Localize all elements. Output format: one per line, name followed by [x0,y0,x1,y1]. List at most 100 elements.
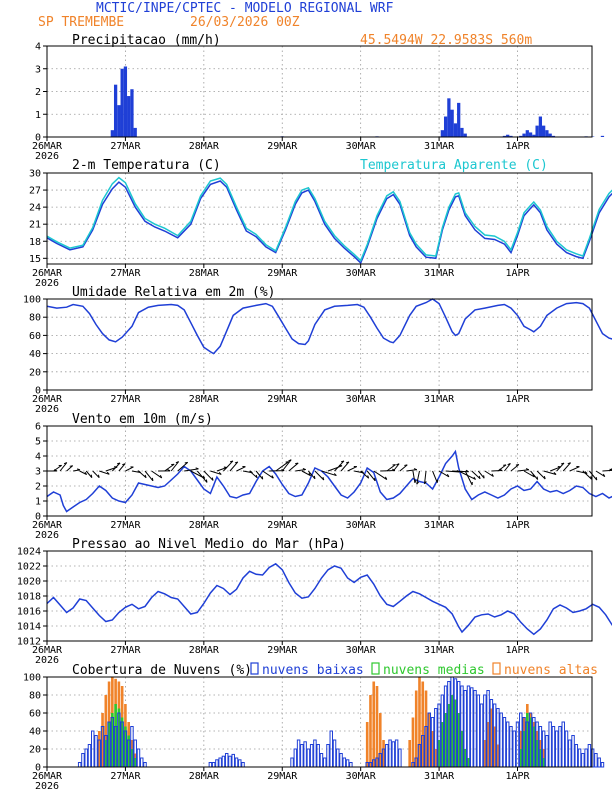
wind-arrow [327,465,343,472]
wind-arrow [308,470,316,480]
wind-arrow [491,469,503,472]
wind-arrow-head [333,473,337,476]
cloud-bar-high [378,713,382,767]
temp-ytick-label: 30 [29,169,41,180]
precip-bar [117,105,121,137]
wind-arrow [151,470,163,479]
cloud-bar-mid [104,740,108,767]
precip-xtick-label: 26MAR [32,141,63,152]
wind-arrow-head [525,468,530,471]
wind-arrow [504,463,511,472]
wind-ytick-label: 6 [35,422,41,433]
wind-arrow [510,464,520,472]
mslp-xtick-label: 26MAR [32,645,63,656]
precip-ytick-label: 2 [35,87,41,98]
wind-arrow-head [63,462,68,465]
wind-arrow-head [536,476,539,480]
wind-arrow [595,470,606,478]
precip-bar [535,125,539,137]
wind-arrow-head [84,471,88,475]
wind-arrow [288,462,299,472]
cloud-bar-mid [114,704,117,767]
cloud-bar-mid [463,749,467,767]
precip-ytick-label: 4 [35,42,41,53]
clouds-title: Cobertura de Nuvens (%) [72,663,252,678]
wind-arrow [138,470,147,479]
cloud-bar-low [597,757,601,768]
clouds-ytick-label: 100 [23,673,41,684]
precip-xtick-label: 31MAR [424,141,455,152]
mslp-ytick-label: 1014 [17,622,41,633]
mslp-xtick-label: 30MAR [346,645,377,656]
wind-arrow-head [515,464,519,466]
cloud-bar-low [590,748,595,768]
precip-bar [548,133,552,137]
wind-arrow-head [229,460,234,463]
wind-arrow-head [151,477,154,481]
wind-arrow [392,463,400,472]
wind-arrow [281,459,292,472]
rh-xtick-year: 2026 [35,404,59,415]
precip-xtick-label: 28MAR [189,141,220,152]
precip-xtick-label: 27MAR [110,141,141,152]
wind-arrow-head [424,481,427,485]
legend-high-label: nuvens altas [504,663,598,678]
cloud-bar-mid [133,758,137,767]
cloud-bar-mid [535,740,539,767]
wind-arrow [484,470,494,477]
rh-xtick-label: 30MAR [346,394,377,405]
cloud-bar-high [434,749,438,767]
temp-ytick-label: 27 [29,186,41,197]
wind-arrow [144,470,154,482]
temp-xtick-label: 27MAR [110,268,141,279]
wind-arrow-head [584,471,588,474]
rh-ytick-label: 20 [29,367,41,378]
cloud-bar-low [594,753,598,768]
wind-xtick-label: 29MAR [267,520,298,531]
legend-low-swatch [250,662,259,675]
mslp-xtick-label: 28MAR [189,645,220,656]
wind-arrow-head [340,460,345,463]
precip-bar [506,134,510,137]
rh-title: Umidade Relativa em 2m (%) [72,285,276,300]
wind-arrow [170,461,180,472]
cloud-bar-mid [460,731,464,767]
temp-xtick-label: 31MAR [424,268,455,279]
wind-ytick-label: 1 [35,497,41,508]
wind-arrow-head [491,473,494,477]
cloud-bar-mid [450,695,454,767]
wind-arrow-head [567,462,571,465]
clouds-ytick-label: 60 [29,709,41,720]
cloud-bar-high [496,744,500,767]
wind-arrow-head [313,475,316,479]
wind-arrow-head [302,468,306,471]
wind-ytick-label: 5 [35,437,41,448]
cloud-bar-high [418,677,421,767]
precip-bar [542,125,546,137]
wind-xtick-label: 30MAR [346,520,377,531]
cloud-bar-mid [454,699,457,767]
rh-xtick-label: 27MAR [110,394,141,405]
precip-bar [443,116,448,137]
wind-arrow-head [255,474,258,478]
temp-ytick-label: 21 [29,220,41,231]
cloud-bar-mid [539,749,542,767]
wind-arrow-head [159,475,163,479]
wind-arrow-head [553,472,557,475]
wind-arrow-head [218,471,222,475]
clouds-xtick-label: 27MAR [110,771,141,782]
rh-frame [46,298,593,391]
temp-xtick-label: 30MAR [346,268,377,279]
wind-arrow [582,470,592,480]
cloud-bar-high [486,722,490,767]
wind-ytick-label: 4 [35,452,41,463]
wind-arrow [216,467,227,472]
precip-bar [450,109,454,137]
wind-arrow [445,470,460,473]
temp-ytick-label: 15 [29,254,41,265]
precip-bar [440,130,444,137]
precip-bar [551,135,556,137]
wind-arrow-head [202,475,206,479]
precip-xtick-label: 30MAR [346,141,377,152]
